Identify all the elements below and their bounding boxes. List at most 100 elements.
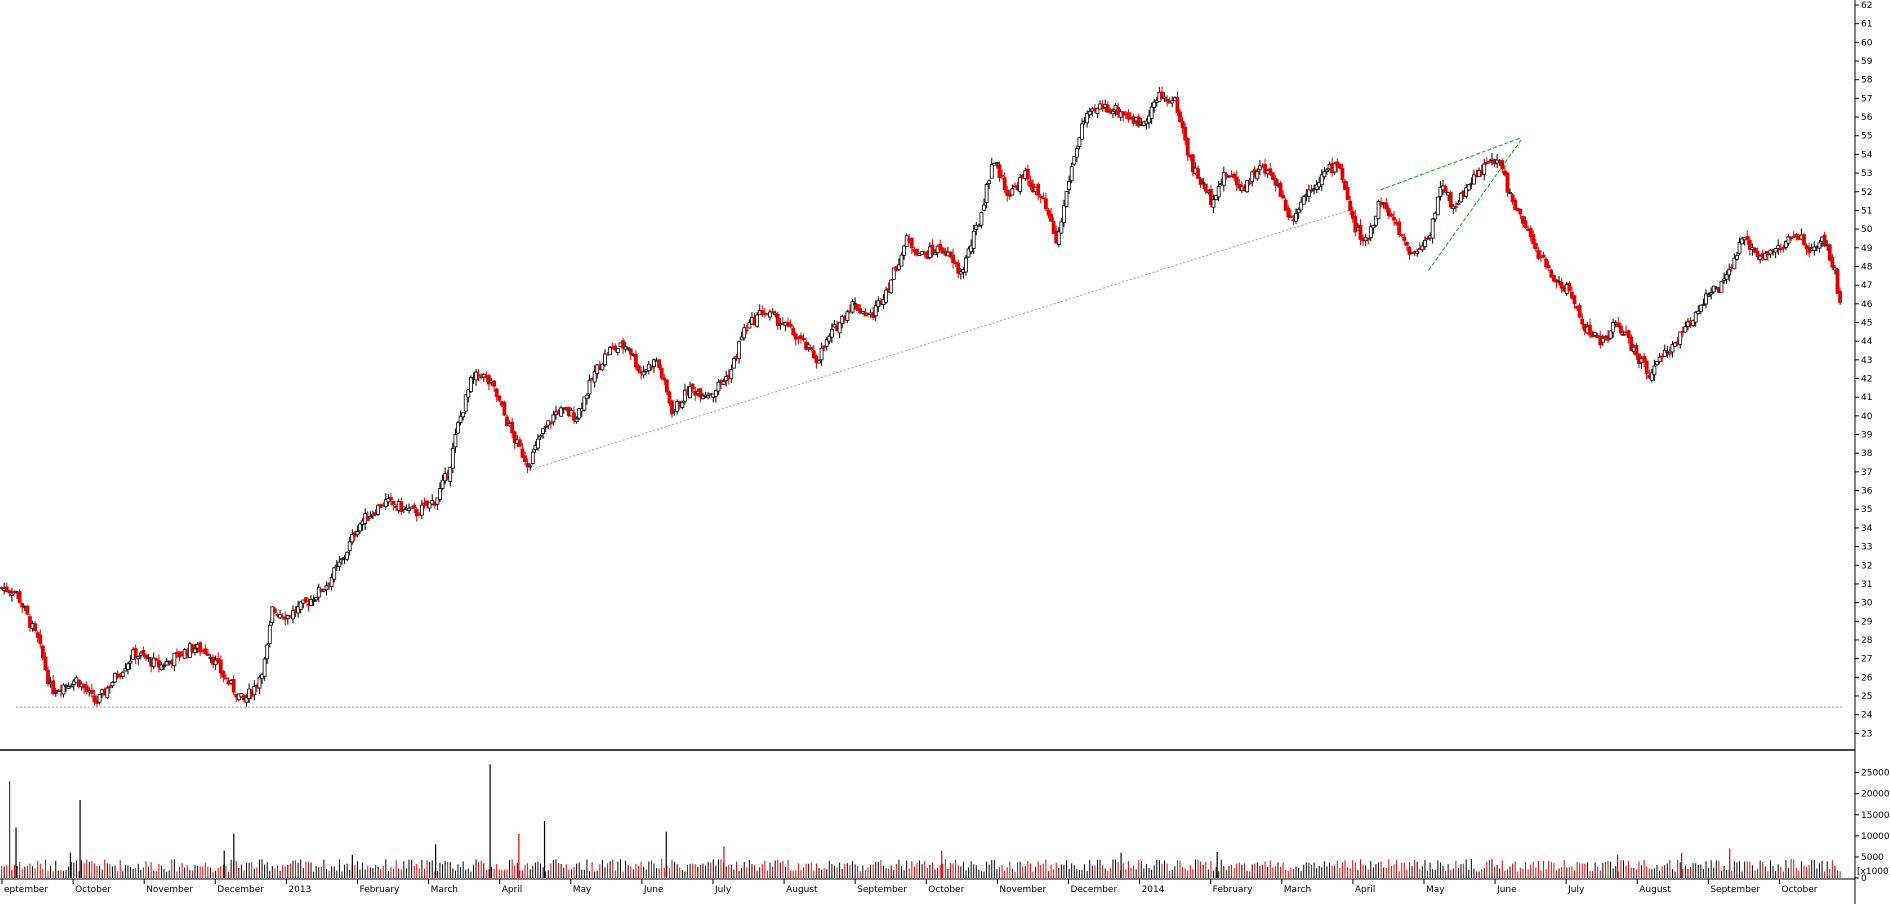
candle [1221, 166, 1226, 192]
candle [577, 407, 582, 421]
candle [1722, 272, 1726, 284]
candle [1353, 209, 1358, 237]
candle [1696, 305, 1701, 315]
candle [530, 448, 535, 465]
candle [53, 687, 58, 697]
candle [1753, 247, 1757, 254]
candle [982, 198, 986, 212]
candle [1533, 239, 1538, 253]
volume-tick-label: 25000 [1861, 769, 1890, 779]
candle [690, 382, 695, 394]
candle [1273, 175, 1278, 192]
candle [1531, 230, 1536, 249]
time-tick-label: April [502, 885, 523, 895]
candle [1709, 287, 1714, 300]
candle [20, 602, 25, 614]
candle [1283, 197, 1288, 211]
price-tick-label: 59 [1861, 57, 1873, 67]
candle [1059, 217, 1064, 235]
price-tick-label: 55 [1861, 132, 1872, 142]
candle [474, 368, 478, 386]
candle [154, 657, 159, 662]
candle [716, 379, 721, 395]
candle [1719, 280, 1724, 293]
price-tick-label: 58 [1861, 76, 1873, 86]
candle [799, 332, 803, 344]
candle [84, 681, 89, 695]
candle [1433, 211, 1438, 222]
time-tick-label: May [573, 885, 592, 895]
candle [1435, 196, 1440, 216]
candle [891, 267, 896, 280]
candle [1484, 157, 1489, 165]
candle [1724, 270, 1729, 285]
candle [113, 672, 117, 684]
volume-axis: 0 5000 10000 15000 20000 25000 [x1000] [1855, 769, 1890, 884]
candle [177, 651, 182, 662]
candle [270, 606, 275, 626]
candle [641, 365, 646, 379]
candle [1178, 108, 1182, 123]
candle [1830, 253, 1835, 270]
candle [358, 522, 362, 534]
price-tick-label: 30 [1861, 599, 1873, 609]
candle [902, 244, 906, 260]
candle [832, 320, 837, 329]
candle [1348, 195, 1353, 215]
candle [585, 393, 589, 405]
candle [141, 646, 146, 658]
candle [713, 389, 718, 403]
time-tick-label: March [1284, 885, 1311, 895]
time-tick-label: June [1496, 885, 1517, 895]
candle [4, 582, 9, 593]
candle [468, 375, 473, 393]
candle [1211, 194, 1216, 213]
candle [267, 620, 272, 648]
candle [273, 606, 277, 615]
candle [1250, 170, 1255, 187]
candle [657, 358, 662, 371]
candle [244, 693, 249, 707]
candle [572, 406, 576, 424]
candle [1644, 357, 1649, 380]
candle [770, 307, 775, 314]
candle [670, 400, 674, 418]
candle [10, 587, 14, 602]
price-tick-label: 32 [1861, 561, 1872, 571]
price-tick-label: 53 [1861, 169, 1872, 179]
price-tick-label: 34 [1861, 524, 1873, 534]
candle [311, 595, 316, 606]
candle [1136, 113, 1141, 129]
candle [824, 337, 829, 351]
candle [984, 182, 989, 209]
candle [1549, 268, 1554, 279]
candle [156, 654, 161, 673]
candle [1278, 180, 1283, 197]
candle [224, 673, 228, 680]
candle [1216, 181, 1221, 202]
price-tick-label: 23 [1861, 729, 1872, 739]
candle [827, 333, 832, 345]
candle [1010, 184, 1015, 196]
candle [1198, 176, 1203, 188]
candle [683, 383, 687, 405]
candle [649, 365, 654, 371]
candle [198, 641, 203, 657]
candle [1822, 232, 1827, 248]
candle [291, 605, 295, 624]
candle [1234, 170, 1239, 191]
candle [543, 425, 548, 433]
candle [621, 338, 625, 355]
candle [1794, 232, 1799, 241]
candle [1791, 231, 1796, 239]
time-tick-label: November [999, 885, 1046, 895]
price-tick-label: 35 [1861, 505, 1872, 515]
candle [1629, 334, 1634, 352]
candle [1626, 330, 1631, 344]
candle [389, 492, 393, 506]
candle [1111, 108, 1115, 118]
candle [688, 381, 692, 399]
candle [0, 586, 4, 590]
time-tick-label: 2013 [288, 885, 311, 895]
candle [77, 679, 81, 689]
